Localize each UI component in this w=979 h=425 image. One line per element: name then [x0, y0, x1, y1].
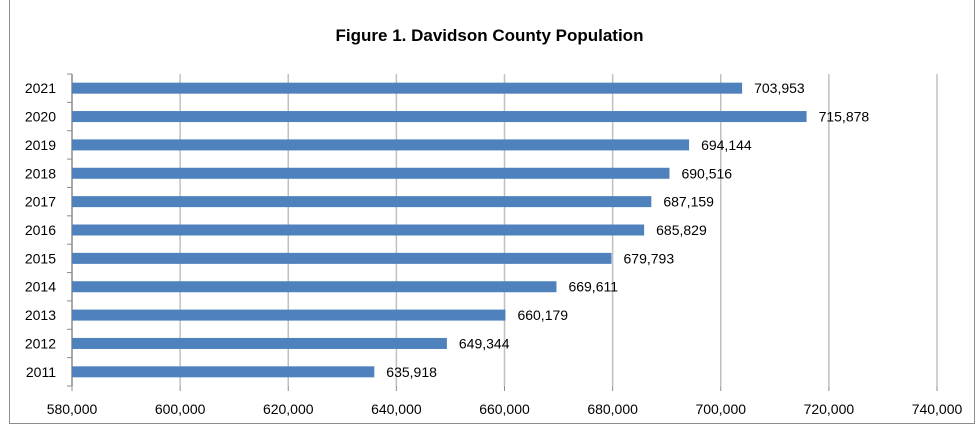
data-label-2013: 660,179 [517, 307, 568, 323]
x-tick-label-640,000: 640,000 [371, 401, 422, 417]
category-label-2016: 2016 [25, 222, 56, 238]
x-tick-label-700,000: 700,000 [695, 401, 746, 417]
bar-2019 [72, 139, 690, 151]
data-label-2019: 694,144 [701, 137, 752, 153]
bar-2020 [72, 111, 807, 123]
bar-2018 [72, 167, 670, 179]
x-tick-label-720,000: 720,000 [804, 401, 855, 417]
bar-2015 [72, 252, 612, 264]
chart-frame [9, 0, 975, 424]
x-tick-label-680,000: 680,000 [587, 401, 638, 417]
category-label-2021: 2021 [25, 80, 56, 96]
category-label-2020: 2020 [25, 109, 56, 125]
x-tick-label-740,000: 740,000 [912, 401, 963, 417]
bar-2016 [72, 224, 645, 236]
category-label-2019: 2019 [25, 137, 56, 153]
category-label-2013: 2013 [25, 307, 56, 323]
data-label-2011: 635,918 [386, 364, 437, 380]
bar-2012 [72, 337, 447, 349]
bar-2011 [72, 366, 375, 378]
bar-2017 [72, 196, 652, 208]
x-tick-label-600,000: 600,000 [155, 401, 206, 417]
x-tick-label-660,000: 660,000 [479, 401, 530, 417]
category-label-2012: 2012 [25, 335, 56, 351]
bar-2021 [72, 82, 743, 94]
category-label-2014: 2014 [25, 279, 56, 295]
data-label-2012: 649,344 [459, 335, 510, 351]
data-label-2021: 703,953 [754, 80, 805, 96]
bar-2014 [72, 281, 557, 293]
bar-2013 [72, 309, 506, 321]
category-label-2017: 2017 [25, 194, 56, 210]
x-tick-label-580,000: 580,000 [47, 401, 98, 417]
data-label-2015: 679,793 [624, 250, 675, 266]
data-label-2018: 690,516 [681, 165, 732, 181]
data-label-2020: 715,878 [819, 109, 870, 125]
category-label-2015: 2015 [25, 250, 56, 266]
data-label-2016: 685,829 [656, 222, 707, 238]
category-label-2018: 2018 [25, 165, 56, 181]
category-label-2011: 2011 [26, 364, 56, 380]
data-label-2017: 687,159 [663, 194, 714, 210]
data-label-2014: 669,611 [568, 279, 618, 295]
chart-title: Figure 1. Davidson County Population [335, 26, 644, 45]
x-tick-label-620,000: 620,000 [263, 401, 314, 417]
